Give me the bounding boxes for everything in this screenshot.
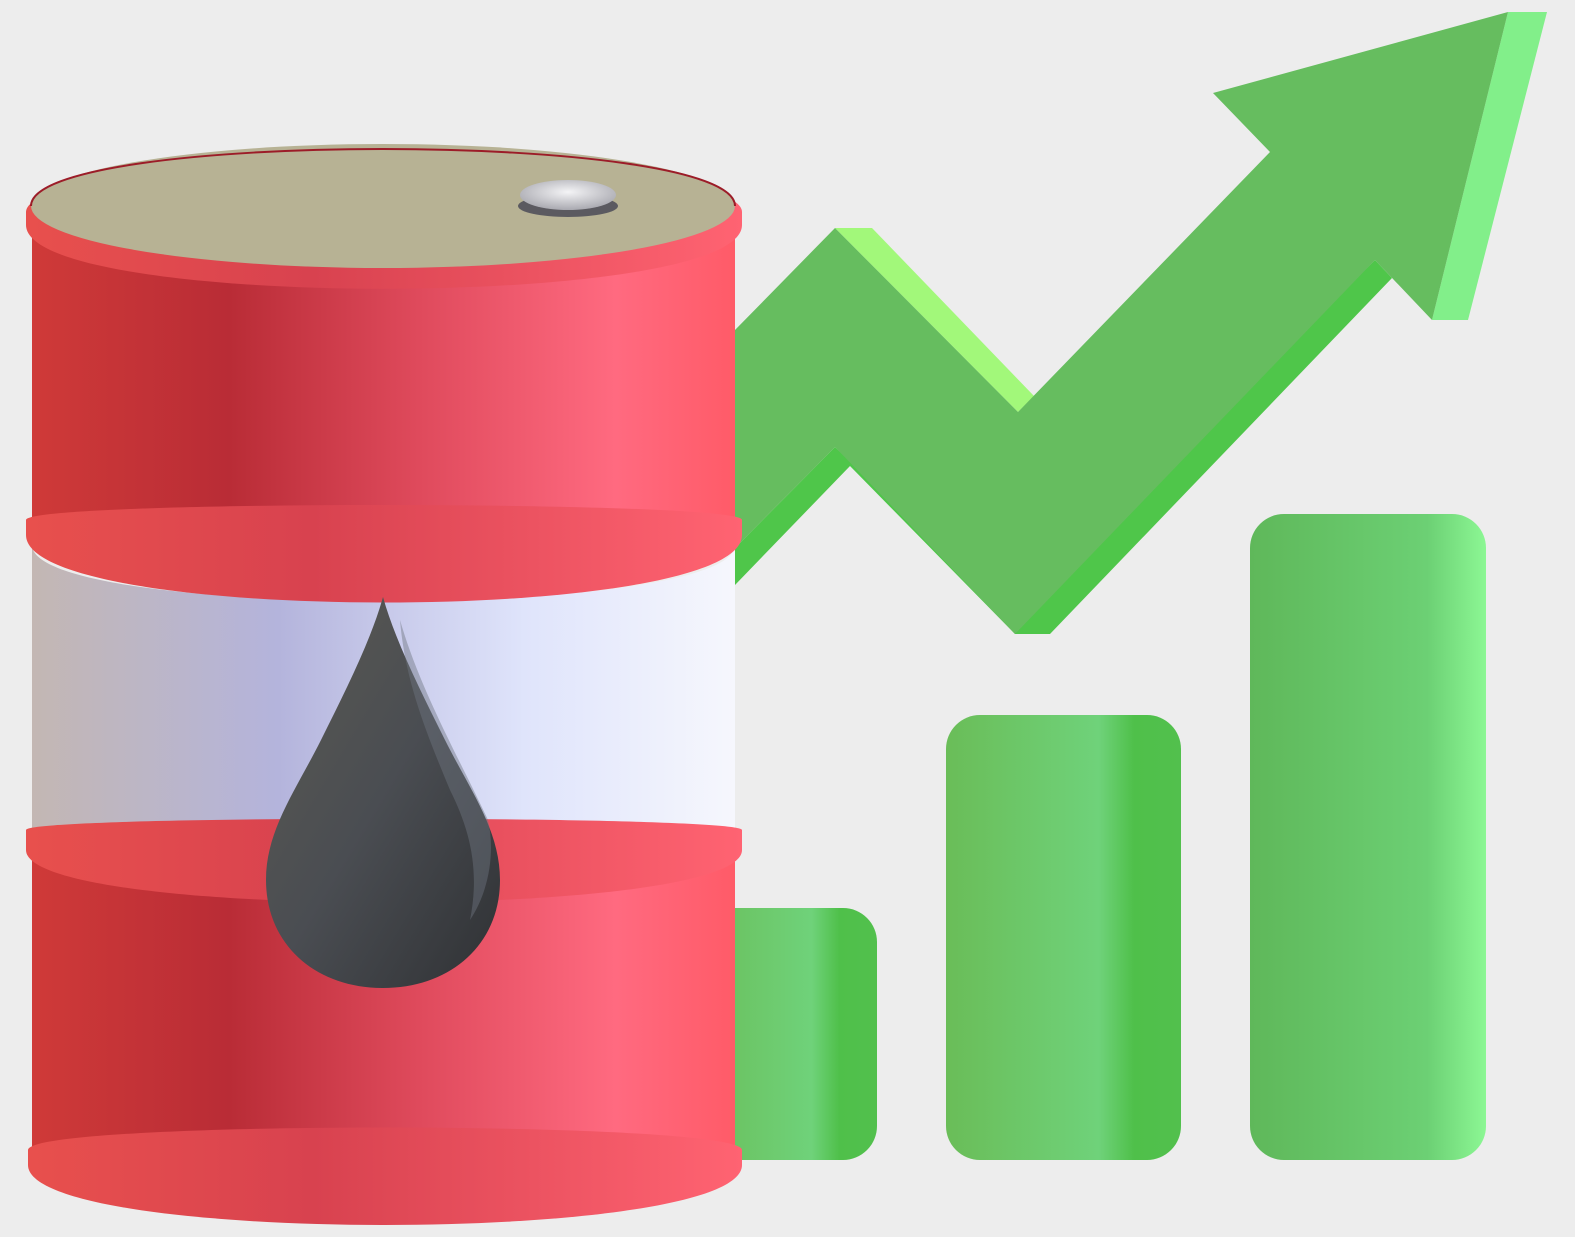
bar-3 bbox=[1250, 514, 1486, 1160]
bar-2 bbox=[946, 715, 1181, 1160]
barrel-lid bbox=[31, 144, 735, 268]
bar-chart-icon bbox=[690, 514, 1486, 1160]
barrel-cap bbox=[520, 180, 616, 210]
barrel-bottom-rim bbox=[28, 1128, 742, 1226]
